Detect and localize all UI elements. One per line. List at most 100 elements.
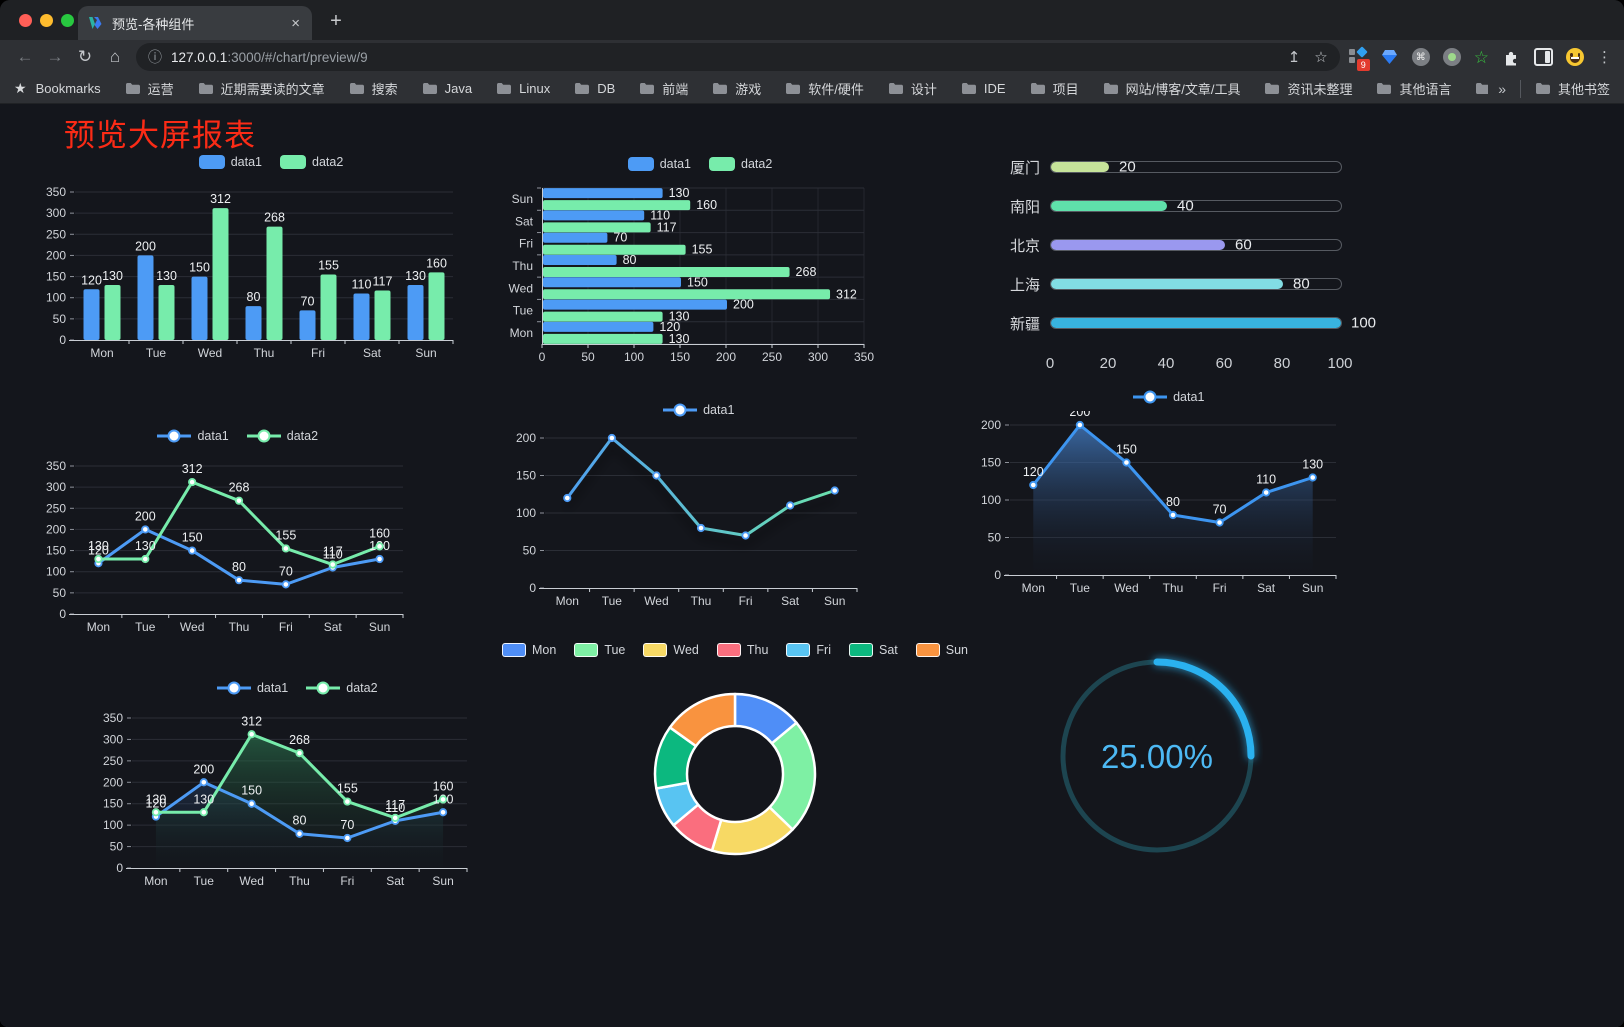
- svg-text:0: 0: [539, 350, 546, 364]
- puzzle-extensions-icon[interactable]: [1502, 48, 1521, 67]
- svg-text:Mon: Mon: [87, 620, 110, 634]
- bookmark-folder[interactable]: Linux: [496, 81, 550, 96]
- bookmark-folder[interactable]: 设计: [888, 79, 937, 98]
- legend-item-data1[interactable]: data1: [198, 155, 262, 169]
- new-tab-button[interactable]: +: [330, 10, 342, 32]
- svg-text:Wed: Wed: [239, 874, 263, 888]
- legend-item-Mon[interactable]: Mon: [501, 643, 556, 657]
- chart-city-progress: 厦门 20 南阳 40 北京 60 上海 80 新疆 100 0 20 40 60 80 100: [1000, 159, 1390, 390]
- svg-text:312: 312: [836, 287, 857, 301]
- progress-label: 厦门: [1009, 159, 1040, 177]
- svg-text:200: 200: [135, 509, 156, 523]
- bookmark-folder[interactable]: 资讯未整理: [1264, 79, 1352, 98]
- bookmark-folder[interactable]: 搜索: [349, 79, 398, 98]
- reader-mode-icon[interactable]: [1534, 48, 1553, 66]
- bookmark-folder[interactable]: 近期需要读的文章: [198, 79, 325, 98]
- legend-label: Sun: [945, 643, 969, 657]
- traffic-light-minimize[interactable]: [40, 14, 53, 27]
- svg-text:150: 150: [981, 456, 1001, 470]
- legend-item-data1[interactable]: data1: [157, 429, 229, 443]
- svg-text:Wed: Wed: [180, 620, 204, 634]
- svg-text:70: 70: [279, 564, 293, 578]
- url-bar[interactable]: ⓘ 127.0.0.1:3000/#/chart/preview/9 ↥ ☆: [136, 43, 1340, 71]
- svg-text:100: 100: [46, 565, 66, 579]
- legend-item-Sat[interactable]: Sat: [849, 643, 898, 657]
- bookmark-folder[interactable]: 网站/博客/文章/工具: [1103, 79, 1240, 98]
- svg-text:Thu: Thu: [1163, 581, 1184, 595]
- share-icon[interactable]: ↥: [1287, 49, 1301, 66]
- legend-label: Thu: [746, 643, 769, 657]
- legend-item-data2[interactable]: data2: [306, 681, 378, 695]
- folder-icon: [1535, 83, 1550, 94]
- grid-extension-icon[interactable]: 9: [1348, 45, 1370, 71]
- bookmark-folders: 运营 近期需要读的文章 搜索 Java Linux DB 前端 游戏 软件/硬件 设计 IDE 项目 网…: [125, 79, 1489, 98]
- svg-text:Wed: Wed: [198, 346, 222, 360]
- bookmark-folder-label: 设计: [910, 82, 937, 97]
- back-icon[interactable]: ←: [16, 47, 34, 66]
- legend-item-Fri[interactable]: Fri: [786, 643, 831, 657]
- bookmark-this-star-icon[interactable]: ☆: [1314, 49, 1328, 66]
- svg-text:155: 155: [275, 528, 296, 542]
- legend-item-Sun[interactable]: Sun: [915, 643, 969, 657]
- folder-icon: [125, 83, 140, 94]
- menu-dots-icon[interactable]: ⋮: [1597, 49, 1612, 66]
- legend-label: data1: [197, 429, 229, 443]
- legend-item-data2[interactable]: data2: [709, 157, 772, 171]
- other-bookmarks[interactable]: 其他书签: [1535, 79, 1610, 98]
- home-icon[interactable]: ⌂: [109, 47, 121, 66]
- bookmark-folder[interactable]: 前端: [639, 79, 688, 98]
- svg-text:120: 120: [659, 320, 680, 334]
- legend-item-data1[interactable]: data1: [663, 403, 734, 417]
- svg-text:0: 0: [994, 568, 1001, 582]
- traffic-light-zoom[interactable]: [61, 14, 74, 27]
- gem-extension-icon[interactable]: [1380, 48, 1399, 67]
- forward-icon[interactable]: →: [46, 47, 64, 66]
- legend-item-data1[interactable]: data1: [1133, 390, 1204, 404]
- svg-text:Tue: Tue: [602, 594, 623, 608]
- progress-fill: [1051, 240, 1225, 250]
- bookmark-folder[interactable]: 其他语言: [1376, 79, 1451, 98]
- svg-text:150: 150: [1116, 443, 1137, 457]
- cmd-circle-extension-icon[interactable]: ⌘: [1411, 48, 1430, 66]
- traffic-light-close[interactable]: [19, 14, 32, 27]
- svg-text:Sat: Sat: [324, 620, 343, 634]
- site-info-icon[interactable]: ⓘ: [148, 49, 162, 65]
- bookmark-folder[interactable]: 项目: [1030, 79, 1079, 98]
- svg-text:350: 350: [854, 350, 874, 364]
- legend-item-data1[interactable]: data1: [627, 157, 691, 171]
- emoji-extension-icon[interactable]: [1566, 48, 1584, 66]
- bookmark-folder-label: IDE: [983, 81, 1006, 96]
- green-dot-extension-icon[interactable]: [1442, 48, 1461, 66]
- svg-text:130: 130: [405, 269, 426, 283]
- svg-text:150: 150: [189, 261, 210, 275]
- legend-item-Wed[interactable]: Wed: [643, 643, 699, 657]
- svg-text:Fri: Fri: [1213, 581, 1227, 595]
- svg-text:50: 50: [523, 544, 537, 558]
- legend-item-data2[interactable]: data2: [280, 155, 343, 169]
- legend-label: data2: [312, 155, 344, 169]
- bookmark-folder[interactable]: 游戏: [712, 79, 761, 98]
- bookmark-folder[interactable]: IDE: [961, 81, 1006, 96]
- svg-text:117: 117: [657, 220, 677, 234]
- svg-text:250: 250: [46, 501, 66, 515]
- tab-close-icon[interactable]: ×: [291, 14, 300, 32]
- svg-text:130: 130: [88, 539, 109, 553]
- bookmarks-overflow-chevron[interactable]: »: [1498, 80, 1506, 97]
- bookmark-folder[interactable]: Java: [422, 81, 472, 96]
- legend-swatch-icon: [574, 643, 599, 657]
- legend-item-data1[interactable]: data1: [216, 681, 288, 695]
- svg-text:Thu: Thu: [229, 620, 250, 634]
- bookmarks-bar: ★ Bookmarks 运营 近期需要读的文章 搜索 Java Linux DB 前端 游戏 软…: [0, 74, 1624, 104]
- green-star-extension-icon[interactable]: ☆: [1473, 47, 1489, 67]
- legend-item-Thu[interactable]: Thu: [716, 643, 769, 657]
- bookmark-folder[interactable]: 运营: [125, 79, 174, 98]
- legend-swatch-icon: [716, 643, 741, 657]
- reload-icon[interactable]: ↻: [77, 47, 93, 66]
- bookmark-folder[interactable]: PHP: [1475, 81, 1489, 96]
- bookmark-folder[interactable]: 软件/硬件: [785, 79, 864, 98]
- bookmark-folder[interactable]: DB: [574, 81, 615, 96]
- legend-item-data2[interactable]: data2: [246, 429, 318, 443]
- legend-item-Tue[interactable]: Tue: [574, 643, 625, 657]
- browser-tab[interactable]: 预览-各种组件 ×: [78, 6, 312, 40]
- svg-text:Mon: Mon: [556, 594, 579, 608]
